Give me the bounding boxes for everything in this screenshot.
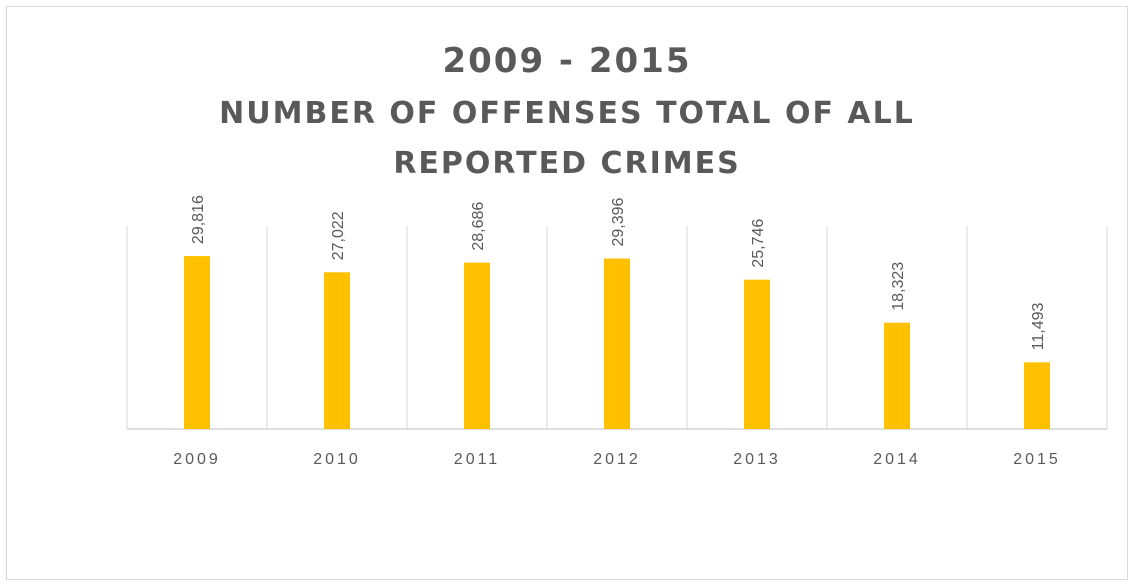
bar-2010 <box>324 272 350 429</box>
data-label-2011: 28,686 <box>470 202 487 251</box>
chart-title-line-1: 2009 - 2015 <box>442 41 692 81</box>
chart-title-line-2: NUMBER OF OFFENSES TOTAL OF ALL <box>219 96 915 131</box>
data-label-2013: 25,746 <box>750 219 767 268</box>
x-tick-label-2012: 2012 <box>593 451 641 468</box>
bar-2014 <box>884 322 910 429</box>
x-tick-label-2011: 2011 <box>454 451 500 468</box>
chart-title-line-3: REPORTED CRIMES <box>393 146 741 181</box>
x-tick-label-2014: 2014 <box>873 451 921 468</box>
data-label-2009: 29,816 <box>190 195 207 244</box>
bar-2011 <box>464 262 490 429</box>
bar-2009 <box>184 256 210 429</box>
data-label-2012: 29,396 <box>610 197 627 246</box>
x-tick-label-2015: 2015 <box>1013 451 1061 468</box>
bar-2015 <box>1024 362 1050 429</box>
data-label-2010: 27,022 <box>330 211 347 260</box>
x-tick-label-2010: 2010 <box>313 451 361 468</box>
data-label-2015: 11,493 <box>1030 302 1047 350</box>
x-tick-label-2009: 2009 <box>173 451 221 468</box>
x-tick-label-2013: 2013 <box>733 451 781 468</box>
bar-2013 <box>744 279 770 429</box>
bar-2012 <box>604 258 630 429</box>
data-label-2014: 18,323 <box>890 262 907 311</box>
